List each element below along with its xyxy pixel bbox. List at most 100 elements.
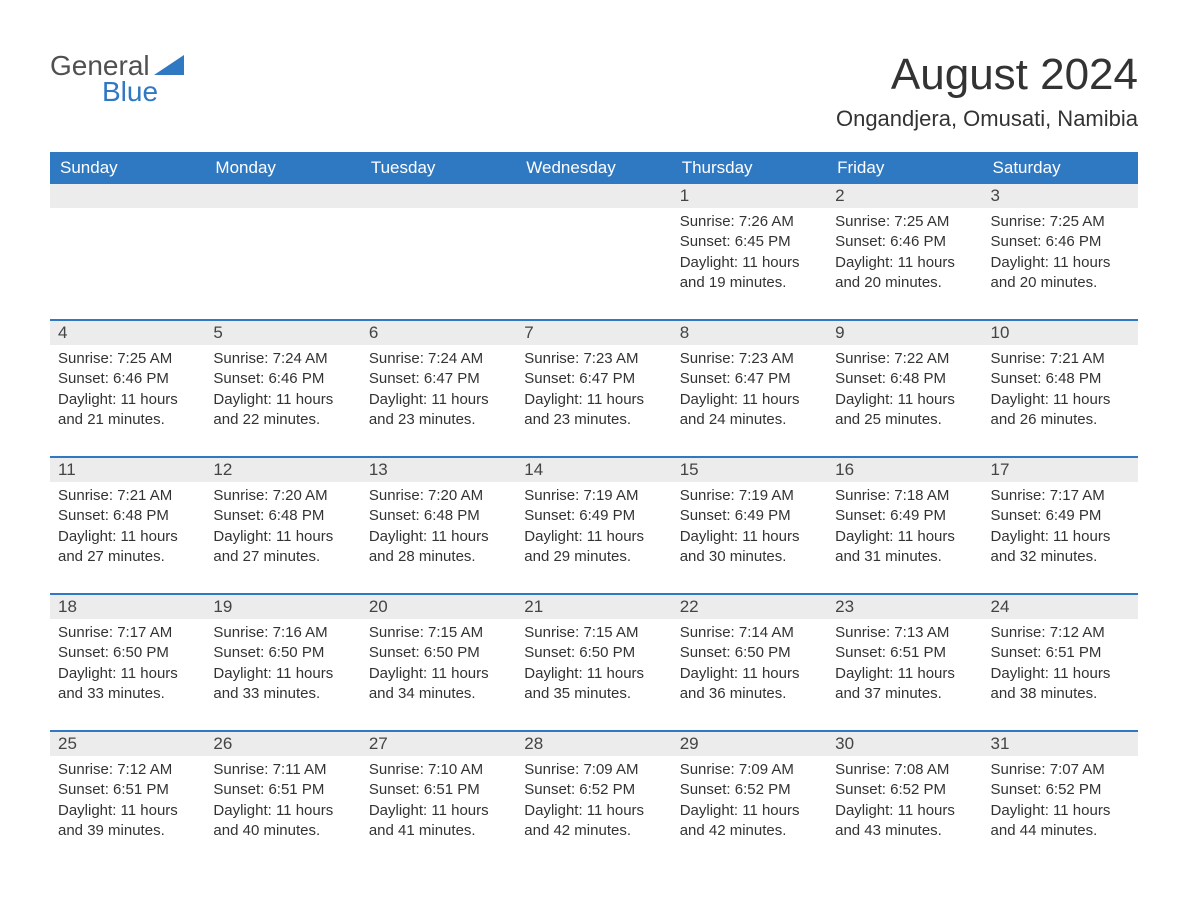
day-number: 12 (205, 458, 360, 482)
sunset-line: Sunset: 6:51 PM (369, 780, 508, 800)
day-number: 24 (983, 595, 1138, 619)
calendar-cell (516, 184, 671, 320)
daylight-line: Daylight: 11 hours and 22 minutes. (213, 390, 352, 431)
daylight-line: Daylight: 11 hours and 31 minutes. (835, 527, 974, 568)
day-number: 29 (672, 732, 827, 756)
day-body: Sunrise: 7:22 AMSunset: 6:48 PMDaylight:… (827, 345, 982, 456)
sunset-line: Sunset: 6:50 PM (680, 643, 819, 663)
sunrise-line: Sunrise: 7:17 AM (991, 486, 1130, 506)
sunset-line: Sunset: 6:49 PM (680, 506, 819, 526)
daylight-line: Daylight: 11 hours and 26 minutes. (991, 390, 1130, 431)
daylight-line: Daylight: 11 hours and 40 minutes. (213, 801, 352, 842)
sunrise-line: Sunrise: 7:12 AM (991, 623, 1130, 643)
title-block: August 2024 Ongandjera, Omusati, Namibia (836, 50, 1138, 132)
day-body: Sunrise: 7:25 AMSunset: 6:46 PMDaylight:… (827, 208, 982, 319)
daylight-line: Daylight: 11 hours and 30 minutes. (680, 527, 819, 568)
sunset-line: Sunset: 6:45 PM (680, 232, 819, 252)
day-body: Sunrise: 7:08 AMSunset: 6:52 PMDaylight:… (827, 756, 982, 867)
day-number: 27 (361, 732, 516, 756)
sunset-line: Sunset: 6:47 PM (680, 369, 819, 389)
page-header: General Blue August 2024 Ongandjera, Omu… (50, 50, 1138, 132)
day-body: Sunrise: 7:10 AMSunset: 6:51 PMDaylight:… (361, 756, 516, 867)
calendar-cell (361, 184, 516, 320)
sunrise-line: Sunrise: 7:12 AM (58, 760, 197, 780)
daylight-line: Daylight: 11 hours and 33 minutes. (58, 664, 197, 705)
calendar-cell: 5Sunrise: 7:24 AMSunset: 6:46 PMDaylight… (205, 320, 360, 457)
day-number: 30 (827, 732, 982, 756)
sunset-line: Sunset: 6:52 PM (835, 780, 974, 800)
day-number: 2 (827, 184, 982, 208)
day-number: 22 (672, 595, 827, 619)
daylight-line: Daylight: 11 hours and 44 minutes. (991, 801, 1130, 842)
day-header: Monday (205, 152, 360, 184)
calendar-cell: 10Sunrise: 7:21 AMSunset: 6:48 PMDayligh… (983, 320, 1138, 457)
sunset-line: Sunset: 6:47 PM (369, 369, 508, 389)
day-number (361, 184, 516, 208)
calendar-cell: 28Sunrise: 7:09 AMSunset: 6:52 PMDayligh… (516, 731, 671, 867)
sunset-line: Sunset: 6:51 PM (835, 643, 974, 663)
day-body: Sunrise: 7:19 AMSunset: 6:49 PMDaylight:… (672, 482, 827, 593)
day-body: Sunrise: 7:12 AMSunset: 6:51 PMDaylight:… (50, 756, 205, 867)
day-body: Sunrise: 7:26 AMSunset: 6:45 PMDaylight:… (672, 208, 827, 319)
sunrise-line: Sunrise: 7:25 AM (58, 349, 197, 369)
sunrise-line: Sunrise: 7:25 AM (991, 212, 1130, 232)
calendar-cell: 25Sunrise: 7:12 AMSunset: 6:51 PMDayligh… (50, 731, 205, 867)
day-body: Sunrise: 7:21 AMSunset: 6:48 PMDaylight:… (50, 482, 205, 593)
sunrise-line: Sunrise: 7:16 AM (213, 623, 352, 643)
sunrise-line: Sunrise: 7:07 AM (991, 760, 1130, 780)
day-number: 16 (827, 458, 982, 482)
sunrise-line: Sunrise: 7:20 AM (369, 486, 508, 506)
day-number (205, 184, 360, 208)
sunrise-line: Sunrise: 7:15 AM (524, 623, 663, 643)
sunset-line: Sunset: 6:50 PM (213, 643, 352, 663)
sunset-line: Sunset: 6:46 PM (991, 232, 1130, 252)
day-number: 21 (516, 595, 671, 619)
day-body: Sunrise: 7:20 AMSunset: 6:48 PMDaylight:… (361, 482, 516, 593)
calendar-cell (205, 184, 360, 320)
sunset-line: Sunset: 6:48 PM (369, 506, 508, 526)
day-body: Sunrise: 7:09 AMSunset: 6:52 PMDaylight:… (672, 756, 827, 867)
logo: General Blue (50, 50, 184, 108)
day-body (205, 208, 360, 319)
sunrise-line: Sunrise: 7:23 AM (680, 349, 819, 369)
calendar-cell: 12Sunrise: 7:20 AMSunset: 6:48 PMDayligh… (205, 457, 360, 594)
sunset-line: Sunset: 6:50 PM (58, 643, 197, 663)
day-body: Sunrise: 7:19 AMSunset: 6:49 PMDaylight:… (516, 482, 671, 593)
day-number: 4 (50, 321, 205, 345)
calendar-cell: 13Sunrise: 7:20 AMSunset: 6:48 PMDayligh… (361, 457, 516, 594)
sunrise-line: Sunrise: 7:26 AM (680, 212, 819, 232)
daylight-line: Daylight: 11 hours and 24 minutes. (680, 390, 819, 431)
calendar-cell: 26Sunrise: 7:11 AMSunset: 6:51 PMDayligh… (205, 731, 360, 867)
location-text: Ongandjera, Omusati, Namibia (836, 106, 1138, 132)
daylight-line: Daylight: 11 hours and 42 minutes. (680, 801, 819, 842)
day-header: Sunday (50, 152, 205, 184)
daylight-line: Daylight: 11 hours and 25 minutes. (835, 390, 974, 431)
day-number: 19 (205, 595, 360, 619)
day-number: 17 (983, 458, 1138, 482)
sunrise-line: Sunrise: 7:13 AM (835, 623, 974, 643)
calendar-week: 4Sunrise: 7:25 AMSunset: 6:46 PMDaylight… (50, 320, 1138, 457)
daylight-line: Daylight: 11 hours and 27 minutes. (213, 527, 352, 568)
calendar-cell: 27Sunrise: 7:10 AMSunset: 6:51 PMDayligh… (361, 731, 516, 867)
daylight-line: Daylight: 11 hours and 23 minutes. (524, 390, 663, 431)
calendar-cell: 15Sunrise: 7:19 AMSunset: 6:49 PMDayligh… (672, 457, 827, 594)
day-body: Sunrise: 7:25 AMSunset: 6:46 PMDaylight:… (50, 345, 205, 456)
sunset-line: Sunset: 6:52 PM (680, 780, 819, 800)
calendar-head: SundayMondayTuesdayWednesdayThursdayFrid… (50, 152, 1138, 184)
daylight-line: Daylight: 11 hours and 29 minutes. (524, 527, 663, 568)
sunset-line: Sunset: 6:46 PM (213, 369, 352, 389)
sunset-line: Sunset: 6:48 PM (213, 506, 352, 526)
daylight-line: Daylight: 11 hours and 20 minutes. (835, 253, 974, 294)
day-body: Sunrise: 7:12 AMSunset: 6:51 PMDaylight:… (983, 619, 1138, 730)
day-header: Tuesday (361, 152, 516, 184)
daylight-line: Daylight: 11 hours and 34 minutes. (369, 664, 508, 705)
day-body: Sunrise: 7:15 AMSunset: 6:50 PMDaylight:… (361, 619, 516, 730)
daylight-line: Daylight: 11 hours and 43 minutes. (835, 801, 974, 842)
day-body (361, 208, 516, 319)
day-body (50, 208, 205, 319)
day-number: 26 (205, 732, 360, 756)
day-header-row: SundayMondayTuesdayWednesdayThursdayFrid… (50, 152, 1138, 184)
day-number: 20 (361, 595, 516, 619)
sunset-line: Sunset: 6:52 PM (524, 780, 663, 800)
sunset-line: Sunset: 6:51 PM (58, 780, 197, 800)
